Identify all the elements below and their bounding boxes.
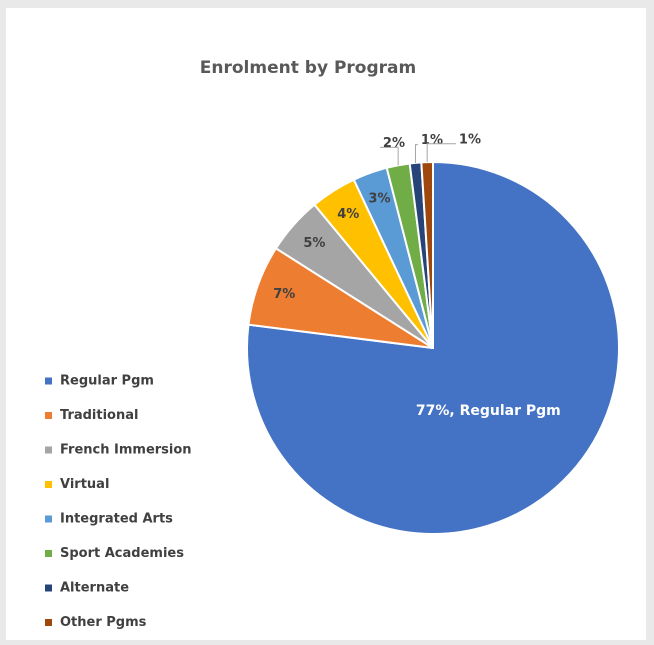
legend-swatch [45,481,52,488]
leader-line [426,143,456,163]
data-label: 77%, Regular Pgm [416,403,561,419]
data-label: 4% [337,207,359,222]
legend-label: Regular Pgm [60,374,154,389]
legend-swatch [45,446,52,454]
leader-line [414,144,418,163]
legend-label: Sport Academies [60,546,184,561]
data-label: 3% [368,192,390,207]
legend-label: Alternate [60,581,129,596]
data-label: 1% [459,132,481,147]
legend-label: Virtual [60,477,109,492]
legend-label: Traditional [60,408,138,423]
chart-title: Enrolment by Program [200,58,416,78]
legend-label: Integrated Arts [60,512,173,527]
legend-label: French Immersion [60,443,192,458]
leader-line [379,146,399,166]
legend-swatch [45,377,52,385]
data-label: 2% [383,136,405,151]
legend-swatch [45,619,52,626]
legend-swatch [45,550,52,557]
data-label: 1% [421,133,443,148]
data-label: 7% [273,287,295,302]
legend-swatch [45,584,52,592]
legend-swatch [45,515,52,523]
legend-label: Other Pgms [60,615,147,630]
legend-swatch [45,412,52,419]
data-label: 5% [303,236,325,251]
